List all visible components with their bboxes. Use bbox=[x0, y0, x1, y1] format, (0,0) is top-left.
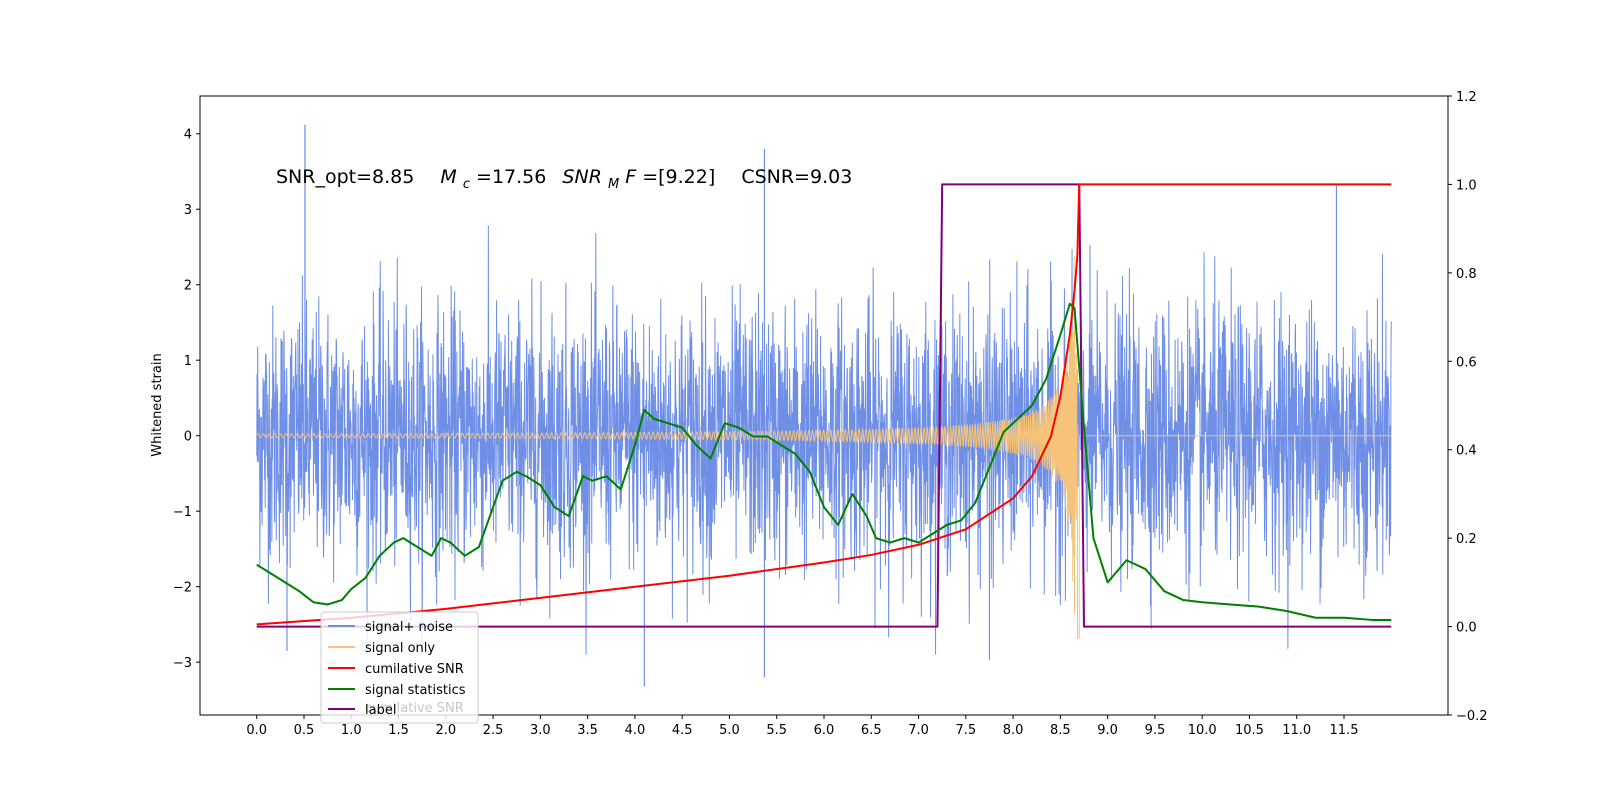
x-tick-label: 1.0 bbox=[341, 723, 362, 738]
x-tick-label: 9.0 bbox=[1097, 723, 1118, 738]
mc-value: =17.56 bbox=[476, 166, 546, 188]
legend-label-signal-statistics: signal statistics bbox=[365, 683, 466, 698]
noise-trace bbox=[256, 225, 1392, 655]
y-tick-label: 4 bbox=[184, 128, 192, 143]
series-signal-statistics bbox=[256, 302, 1392, 621]
y2-tick-label: 0.4 bbox=[1456, 444, 1477, 459]
y2-tick-label: 0.2 bbox=[1456, 532, 1477, 547]
y2-tick-label: 0.6 bbox=[1456, 355, 1477, 370]
y-tick-label: −2 bbox=[173, 581, 192, 596]
legend-label-label: label bbox=[365, 703, 396, 718]
x-tick-label: 3.5 bbox=[577, 723, 598, 738]
x-tick-label: 4.0 bbox=[625, 723, 646, 738]
x-tick-label: 9.5 bbox=[1145, 723, 1166, 738]
y-tick-label: 1 bbox=[184, 354, 192, 369]
legend-label-cumulative-snr: cumilative SNR bbox=[365, 662, 464, 677]
x-tick-label: 6.0 bbox=[814, 723, 835, 738]
x-tick-label: 7.0 bbox=[908, 723, 929, 738]
y2-tick-label: 1.0 bbox=[1456, 178, 1477, 193]
snr-annotation: SNR_opt=8.85 M c =17.56 SNR M F =[9.22] … bbox=[276, 166, 852, 193]
series-signal-noise bbox=[256, 124, 1392, 687]
y-tick-label: 0 bbox=[184, 430, 192, 445]
x-tick-label: 8.5 bbox=[1050, 723, 1071, 738]
y2-axis-ticks: −0.2 0.0 0.2 0.4 0.6 0.8 1.0 1.2 bbox=[1448, 90, 1488, 724]
x-tick-label: 7.5 bbox=[955, 723, 976, 738]
y-tick-label: −3 bbox=[173, 656, 192, 671]
legend-label-signal-only: signal only bbox=[365, 641, 435, 656]
y2-tick-label: 0.8 bbox=[1456, 267, 1477, 282]
snrmf-value: =[9.22] bbox=[642, 166, 715, 188]
y2-tick-label: −0.2 bbox=[1456, 709, 1488, 724]
snrmf-f: F bbox=[625, 166, 637, 188]
x-tick-label: 2.5 bbox=[483, 723, 504, 738]
x-tick-label: 6.5 bbox=[861, 723, 882, 738]
mc-symbol: M bbox=[440, 166, 456, 188]
x-tick-label: 8.0 bbox=[1003, 723, 1024, 738]
x-tick-label: 11.0 bbox=[1282, 723, 1311, 738]
x-tick-label: 11.5 bbox=[1330, 723, 1359, 738]
x-tick-label: 4.5 bbox=[672, 723, 693, 738]
y-tick-label: 2 bbox=[184, 279, 192, 294]
y-axis-title: Whitened strain bbox=[150, 353, 165, 456]
y2-tick-label: 1.2 bbox=[1456, 90, 1477, 105]
legend-box bbox=[320, 611, 479, 724]
x-axis-ticks: 0.0 0.5 1.0 1.5 2.0 2.5 3.0 3.5 4.0 4.5 5.0 5.5 6.0 6… bbox=[246, 715, 1358, 738]
series-label bbox=[256, 183, 1392, 628]
series-signal-only bbox=[256, 256, 1392, 639]
snr-opt-text: SNR_opt=8.85 bbox=[276, 166, 414, 188]
y2-tick-label: 0.0 bbox=[1456, 621, 1477, 636]
label-trace bbox=[256, 183, 1392, 628]
csnr-text: CSNR=9.03 bbox=[741, 166, 852, 188]
x-tick-label: 10.5 bbox=[1235, 723, 1264, 738]
x-tick-label: 0.5 bbox=[294, 723, 315, 738]
signal-statistics-trace bbox=[256, 302, 1392, 621]
snrmf-subscript: M bbox=[608, 177, 619, 192]
series-cumulative-snr bbox=[256, 183, 1392, 626]
y-tick-label: 3 bbox=[184, 203, 192, 218]
y-tick-label: −1 bbox=[173, 505, 192, 520]
x-tick-label: 10.0 bbox=[1188, 723, 1217, 738]
x-tick-label: 5.0 bbox=[719, 723, 740, 738]
y-axis-ticks: −3 −2 −1 0 1 2 3 4 bbox=[173, 128, 200, 671]
signal-trace bbox=[256, 256, 1392, 639]
x-tick-label: 0.0 bbox=[246, 723, 267, 738]
x-tick-label: 5.5 bbox=[766, 723, 787, 738]
x-tick-label: 1.5 bbox=[388, 723, 409, 738]
legend: cumilative SNR signal+ noise signal only… bbox=[320, 611, 479, 724]
cumulative-snr-trace bbox=[256, 183, 1392, 626]
plot-area bbox=[256, 124, 1392, 687]
mc-subscript: c bbox=[463, 177, 470, 192]
legend-ghost-text: cumilative SNR bbox=[365, 701, 464, 716]
legend-label-signal-noise: signal+ noise bbox=[365, 620, 453, 635]
x-tick-label: 2.0 bbox=[435, 723, 456, 738]
snrmf-symbol: SNR bbox=[562, 166, 601, 188]
x-tick-label: 3.0 bbox=[530, 723, 551, 738]
